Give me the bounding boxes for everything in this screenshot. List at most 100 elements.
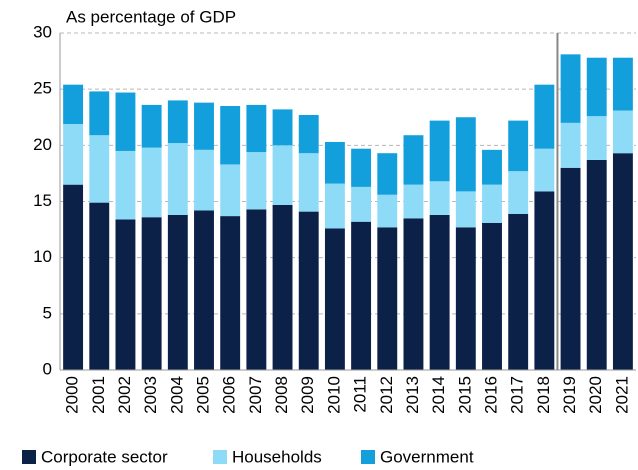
x-tick-label: 2005 [193, 376, 212, 414]
bar-segment [141, 104, 162, 148]
x-tick-label: 2006 [220, 376, 239, 414]
bar-segment [455, 191, 476, 228]
bar-segment [115, 219, 136, 370]
bar-segment [272, 145, 293, 205]
x-tick-label: 2011 [351, 376, 370, 413]
bar-segment [246, 209, 267, 370]
bar-segment [167, 214, 188, 370]
bar-segment [324, 228, 345, 370]
bar-segment [429, 120, 450, 182]
bar-segment [508, 171, 529, 214]
x-tick-label: 2018 [534, 376, 553, 414]
bar-segment [351, 186, 372, 222]
y-tick-label: 25 [33, 79, 52, 98]
y-tick-label: 5 [43, 303, 52, 322]
bar-segment [220, 106, 241, 165]
bar-segment [612, 57, 633, 111]
x-tick-label: 2019 [560, 376, 579, 414]
bar-segment [324, 141, 345, 184]
bar-segment [377, 227, 398, 370]
x-tick-label: 2014 [429, 376, 448, 414]
bar-segment [560, 167, 581, 370]
y-tick-label: 30 [33, 22, 52, 41]
bar-segment [194, 149, 214, 211]
bar-segment [246, 152, 267, 210]
bar-segment [115, 150, 136, 220]
legend-swatch [361, 450, 375, 464]
bar-segment [194, 102, 214, 150]
bar-segment [167, 100, 188, 144]
bar-segment [141, 147, 162, 218]
bar-segment [586, 116, 607, 160]
x-tick-label: 2013 [403, 376, 422, 414]
x-tick-label: 2000 [63, 376, 82, 414]
bar-segment [298, 115, 319, 154]
x-tick-label: 2009 [298, 376, 317, 414]
bar-segment [612, 110, 633, 154]
bar-segment [534, 148, 555, 192]
bar-segment [194, 210, 214, 370]
bar-segment [586, 57, 607, 117]
bar-segment [272, 204, 293, 370]
x-tick-label: 2003 [141, 376, 160, 414]
x-tick-label: 2001 [89, 376, 108, 414]
bar-segment [482, 222, 502, 370]
bar-segment [482, 149, 502, 185]
bar-segment [89, 135, 110, 203]
bar-segment [508, 120, 529, 172]
bar-segment [89, 91, 110, 136]
x-tick-label: 2008 [272, 376, 291, 414]
x-tick-label: 2016 [481, 376, 500, 414]
bar-segment [115, 92, 136, 151]
bar-segment [272, 109, 293, 146]
x-tick-label: 2004 [167, 376, 186, 414]
bar-segment [220, 216, 241, 370]
x-tick-label: 2021 [612, 376, 631, 414]
x-tick-label: 2007 [246, 376, 265, 414]
legend-label: Corporate sector [41, 447, 168, 466]
bar-segment [167, 143, 188, 215]
bar-segment [324, 183, 345, 229]
bar-segment [351, 221, 372, 370]
x-tick-label: 2020 [586, 376, 605, 414]
bar-segment [298, 211, 319, 370]
bar-segment [403, 184, 424, 219]
chart-title: As percentage of GDP [66, 7, 236, 26]
bar-segment [403, 218, 424, 370]
bar-segment [63, 84, 84, 124]
y-tick-label: 20 [33, 135, 52, 154]
bar-segment [141, 217, 162, 370]
x-tick-label: 2012 [377, 376, 396, 414]
bar-segment [508, 213, 529, 370]
bar-segment [534, 191, 555, 370]
bar-segment [377, 194, 398, 228]
x-tick-label: 2010 [324, 376, 343, 414]
bar-segment [534, 84, 555, 149]
legend-swatch [213, 450, 227, 464]
bar-segment [351, 148, 372, 187]
bar-segment [429, 181, 450, 215]
y-tick-label: 10 [33, 247, 52, 266]
bar-segment [89, 202, 110, 370]
bar-segment [63, 123, 84, 185]
y-tick-label: 0 [43, 359, 52, 378]
bar-segment [63, 184, 84, 370]
bar-segment [377, 153, 398, 195]
bar-segment [560, 54, 581, 123]
bar-segment [612, 153, 633, 370]
bar-segment [455, 227, 476, 370]
bar-segment [220, 164, 241, 217]
x-tick-label: 2015 [455, 376, 474, 414]
bar-segment [403, 135, 424, 185]
legend-swatch [22, 450, 36, 464]
y-tick-label: 15 [33, 191, 52, 210]
legend-label: Households [232, 447, 322, 466]
bar-segment [246, 104, 267, 153]
bar-segment [560, 122, 581, 168]
bar-segment [482, 184, 502, 223]
bar-segment [586, 159, 607, 370]
legend-label: Government [380, 447, 474, 466]
x-tick-label: 2017 [508, 376, 527, 414]
bar-segment [298, 153, 319, 212]
